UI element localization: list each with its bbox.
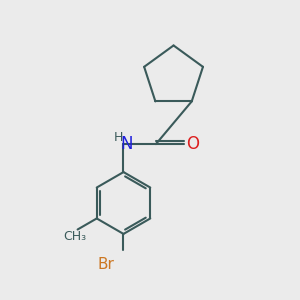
Text: O: O (186, 135, 199, 153)
Text: H: H (113, 131, 123, 144)
Text: Br: Br (98, 257, 114, 272)
Text: N: N (120, 135, 133, 153)
Text: CH₃: CH₃ (63, 230, 86, 243)
